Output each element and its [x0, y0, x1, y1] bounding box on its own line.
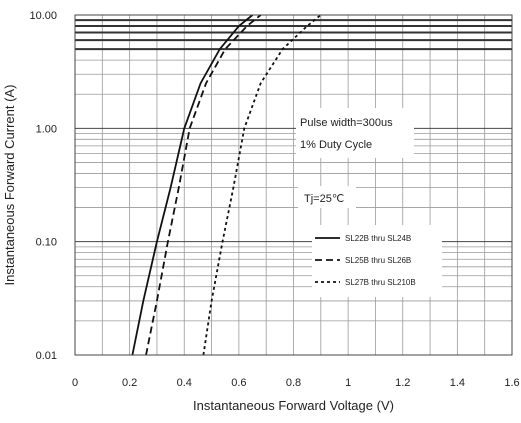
x-tick-label: 1.4: [450, 377, 465, 389]
y-tick-label: 0.01: [36, 350, 57, 362]
grid: [75, 15, 512, 356]
legend-entry: SL25B thru SL26B: [345, 256, 411, 265]
x-axis-label: Instantaneous Forward Voltage (V): [193, 398, 394, 413]
legend-entry: SL22B thru SL24B: [345, 234, 411, 243]
x-tick-label: 1.6: [504, 377, 519, 389]
x-tick-label: 1.2: [395, 377, 410, 389]
annotation-duty-cycle: 1% Duty Cycle: [300, 139, 372, 151]
temperature-background: [298, 186, 356, 208]
annotation-temperature: Tj=25℃: [304, 193, 344, 205]
y-tick-label: 0.10: [36, 237, 57, 249]
series-layer: [131, 14, 322, 356]
plot-frame: [74, 14, 513, 356]
y-axis-label: Instantaneous Forward Current (A): [2, 85, 17, 286]
x-tick-label: 0.4: [177, 377, 192, 389]
legend-entry: SL27B thru SL210B: [345, 278, 416, 287]
legend: SL22B thru SL24B SL25B thru SL26B SL27B th…: [315, 234, 416, 287]
series-line: [131, 14, 254, 356]
y-tick-label: 1.00: [36, 123, 57, 135]
series-line: [145, 14, 262, 356]
annotation-pulse-width: Pulse width=300us: [300, 117, 393, 129]
x-tick-label: 0.6: [231, 377, 246, 389]
x-tick-label: 1: [345, 377, 351, 389]
y-tick-label: 10.00: [29, 10, 57, 22]
legend-box: [312, 225, 442, 297]
annotation-background: [296, 108, 414, 158]
x-tick-label: 0.2: [122, 377, 137, 389]
tick-labels: 0 0.2 0.4 0.6 0.8 1 1.2 1.4 1.6 0.01 0.10 1.00 10.00: [29, 10, 519, 389]
x-tick-label: 0: [72, 377, 78, 389]
x-tick-label: 0.8: [286, 377, 301, 389]
series-line: [202, 14, 322, 356]
